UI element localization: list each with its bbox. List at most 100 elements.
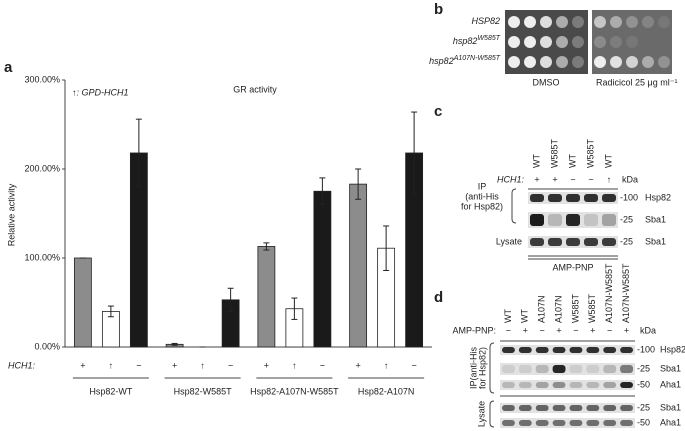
blot-band (584, 238, 598, 246)
spot (556, 36, 568, 48)
blot-band (502, 382, 515, 388)
blot-band (518, 382, 532, 388)
band-label: Sba1 (645, 214, 666, 224)
strain-sup: A107N-W585T (453, 55, 501, 62)
blot-band (586, 405, 600, 411)
blot-band (566, 194, 580, 202)
blot-band (548, 194, 562, 202)
spot (540, 56, 552, 68)
x-tick-label: Hsp82-A107N (358, 386, 415, 396)
lane-condition: + (523, 325, 528, 335)
blot-band (548, 238, 562, 246)
spot (610, 56, 622, 68)
hch1-label: ↑ (200, 360, 205, 370)
spot (572, 56, 584, 68)
blot-band (535, 420, 549, 426)
blot-band (603, 382, 617, 388)
x-tick-label: Hsp82-W585T (174, 386, 233, 396)
band-label: Hsp82 (645, 192, 671, 202)
error-bar (355, 168, 362, 200)
lane-label: A107N (537, 295, 547, 323)
y-tick-label: 0.00% (34, 341, 60, 351)
blot-band (569, 405, 583, 411)
error-bar (411, 111, 418, 195)
lane-condition: − (573, 325, 578, 335)
spot (524, 16, 536, 28)
lane-condition: + (590, 325, 595, 335)
hch1-label: − (320, 360, 325, 370)
row-label: HCH1: (8, 360, 36, 370)
blot-strip (500, 363, 635, 375)
spot (610, 16, 622, 28)
blot-strip (500, 380, 635, 390)
marker: -50 (637, 379, 650, 389)
blot-band (530, 194, 544, 202)
y-tick-label: 200.00% (24, 163, 60, 173)
spot (594, 36, 606, 48)
bar (349, 183, 368, 348)
lane-condition: − (540, 325, 545, 335)
spot (508, 56, 520, 68)
blot-band (602, 214, 616, 226)
error-bar (383, 225, 390, 271)
lane-label: WT (531, 154, 541, 168)
hch1-label: − (228, 360, 233, 370)
blot-band (518, 347, 532, 353)
row-label: AMP-PNP: (452, 325, 496, 335)
bar (73, 257, 92, 348)
error-bar (263, 242, 270, 251)
blot-band (603, 365, 617, 373)
spot (610, 36, 622, 48)
blot-band (535, 405, 549, 411)
y-tick-label: 100.00% (24, 252, 60, 262)
blot-strip (500, 345, 635, 355)
blot-band (602, 238, 616, 246)
hch1-label: ↑ (384, 360, 389, 370)
blot-band (502, 365, 515, 373)
spot (508, 36, 520, 48)
side-label: IP (478, 181, 487, 191)
hch1-label: ↑ (109, 360, 114, 370)
hch1-label: − (136, 360, 141, 370)
hch1-label: + (80, 360, 85, 370)
blot-band (620, 365, 633, 373)
lane-label: WT (603, 154, 613, 168)
blot-band (552, 405, 566, 411)
lane-condition: − (570, 174, 575, 184)
brace (489, 400, 495, 428)
bar (313, 190, 332, 348)
kda-label: kDa (622, 174, 638, 184)
panel-letter: c (434, 103, 442, 120)
blot-band (552, 365, 566, 373)
blot-band (603, 420, 617, 426)
band-label: Hsp82 (660, 344, 685, 354)
spot (524, 36, 536, 48)
blot-band (518, 420, 532, 426)
blot-band (530, 238, 544, 246)
spot (540, 36, 552, 48)
hch1-label: + (264, 360, 269, 370)
blot-band (530, 214, 544, 226)
strain-label: hsp82A107N-W585T (429, 55, 501, 67)
condition-label: DMSO (533, 77, 560, 87)
lane-condition: + (624, 325, 629, 335)
marker: -25 (620, 236, 633, 246)
hch1-label: + (355, 360, 360, 370)
strain-label: hsp82W585T (453, 35, 501, 47)
kda-label: kDa (640, 325, 656, 335)
marker: -100 (620, 192, 638, 202)
strain-label: HSP82 (471, 16, 500, 26)
annotation: ↑: GPD-HCH1 (72, 87, 129, 97)
lane-label: W585T (549, 138, 559, 168)
marker: -25 (637, 402, 650, 412)
spot (524, 56, 536, 68)
y-tick-label: 300.00% (24, 74, 60, 84)
blot-band (569, 347, 583, 353)
blot-strip (500, 403, 635, 413)
blot-band (586, 365, 600, 373)
blot-band (535, 347, 549, 353)
blot-band (552, 420, 566, 426)
spot (540, 16, 552, 28)
spot (658, 56, 670, 68)
bar (257, 246, 276, 348)
